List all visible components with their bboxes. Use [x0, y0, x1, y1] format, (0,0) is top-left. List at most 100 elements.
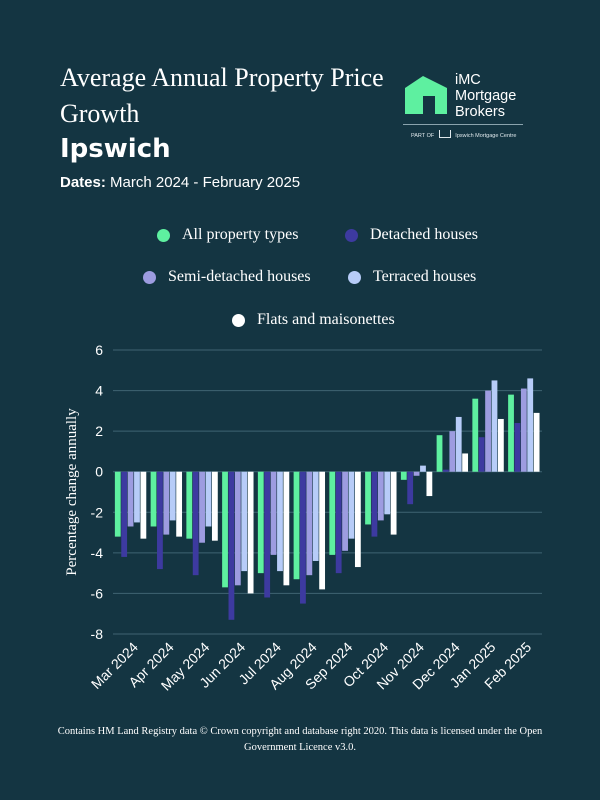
chart-legend: All property types Detached houses Semi-… — [0, 222, 600, 337]
legend-label: All property types — [182, 226, 299, 243]
legend-label: Semi-detached houses — [168, 268, 311, 285]
bar — [329, 471, 336, 555]
logo-wordmark: iMC Mortgage Brokers — [455, 72, 516, 120]
bar — [157, 471, 163, 570]
bar — [455, 416, 462, 472]
bar — [462, 453, 469, 472]
y-tick-label: 0 — [95, 464, 103, 480]
logo-parent-name: Ipswich Mortgage Centre — [455, 133, 517, 139]
bar — [192, 471, 199, 576]
y-tick-label: -2 — [91, 504, 104, 520]
y-tick-label: 4 — [95, 383, 103, 399]
bar — [342, 471, 348, 551]
location-title: Ipswich — [60, 134, 171, 164]
bar — [348, 471, 355, 539]
legend-item-terraced: Terraced houses — [348, 268, 476, 286]
bar — [222, 471, 228, 588]
parent-house-icon — [438, 130, 451, 138]
y-tick-label: -8 — [91, 626, 104, 642]
logo-part-of: PART OF — [411, 133, 435, 139]
bar — [176, 471, 183, 537]
legend-item-all: All property types — [157, 226, 298, 244]
dates-label: Dates: — [60, 174, 106, 191]
imc-house-icon — [405, 76, 447, 114]
bar — [300, 471, 306, 604]
logo-parent-line: PART OF Ipswich Mortgage Centre — [411, 130, 516, 139]
bar — [234, 471, 241, 586]
bar — [377, 471, 384, 521]
bar — [514, 423, 521, 472]
dates-value: March 2024 - February 2025 — [110, 174, 301, 191]
bar — [508, 394, 514, 472]
data-source-note: Contains HM Land Registry data © Crown c… — [57, 726, 543, 753]
bar — [436, 435, 443, 472]
bar — [426, 471, 433, 497]
bar — [491, 380, 498, 472]
bar — [306, 471, 313, 576]
bar — [205, 471, 212, 527]
bar — [121, 471, 128, 557]
bar — [400, 471, 407, 480]
y-tick-label: -6 — [91, 585, 104, 601]
legend-item-semi: Semi-detached houses — [143, 268, 311, 286]
legend-label: Detached houses — [370, 226, 478, 243]
chart-title: Average Annual Property Price Growth — [60, 63, 384, 128]
bar — [163, 471, 170, 535]
bar — [186, 471, 193, 539]
logo-line-3: Brokers — [455, 104, 505, 120]
legend-item-flats: Flats and maisonettes — [232, 311, 395, 329]
bar — [319, 471, 326, 590]
bar — [283, 471, 290, 586]
bar — [312, 471, 319, 561]
y-tick-label: 6 — [95, 342, 103, 358]
bar — [257, 471, 264, 574]
bar — [247, 471, 254, 594]
legend-dot — [232, 313, 245, 327]
bar — [140, 471, 147, 539]
y-tick-label: 2 — [95, 423, 103, 439]
bar — [413, 471, 420, 476]
bar — [420, 465, 426, 472]
bar — [114, 471, 121, 537]
bar — [443, 469, 449, 472]
legend-label: Flats and maisonettes — [257, 311, 395, 328]
legend-dot — [157, 228, 170, 242]
bar — [472, 398, 479, 472]
bar — [478, 437, 485, 472]
bar — [270, 471, 277, 555]
y-axis-label: Percentage change annually — [64, 408, 80, 576]
legend-item-detached: Detached houses — [345, 226, 478, 244]
bar — [134, 471, 140, 523]
logo-divider — [403, 124, 523, 125]
bar — [335, 471, 342, 574]
legend-dot — [143, 270, 156, 284]
bar — [384, 471, 391, 515]
bar — [533, 412, 540, 472]
bar — [485, 390, 491, 472]
date-range: Dates: March 2024 - February 2025 — [60, 174, 300, 191]
bar — [127, 471, 134, 527]
bar — [264, 471, 271, 598]
legend-label: Terraced houses — [373, 268, 477, 285]
bar — [407, 471, 414, 505]
company-logo: iMC Mortgage Brokers PART OF Ipswich Mor… — [403, 72, 528, 150]
bar — [497, 418, 504, 472]
bar — [371, 471, 378, 537]
bar — [520, 388, 527, 472]
bar — [150, 471, 157, 527]
bar — [390, 471, 397, 535]
bar — [241, 471, 248, 572]
logo-line-2: Mortgage — [455, 88, 517, 104]
bar — [211, 471, 218, 541]
y-tick-label: -4 — [91, 545, 104, 561]
bar — [527, 378, 534, 472]
bar — [354, 471, 361, 568]
legend-dot — [345, 228, 358, 242]
bar — [228, 471, 235, 620]
logo-line-1: iMC — [455, 72, 481, 88]
legend-dot — [348, 270, 361, 284]
bar — [277, 471, 283, 572]
bar — [449, 431, 456, 472]
bar — [293, 471, 300, 580]
